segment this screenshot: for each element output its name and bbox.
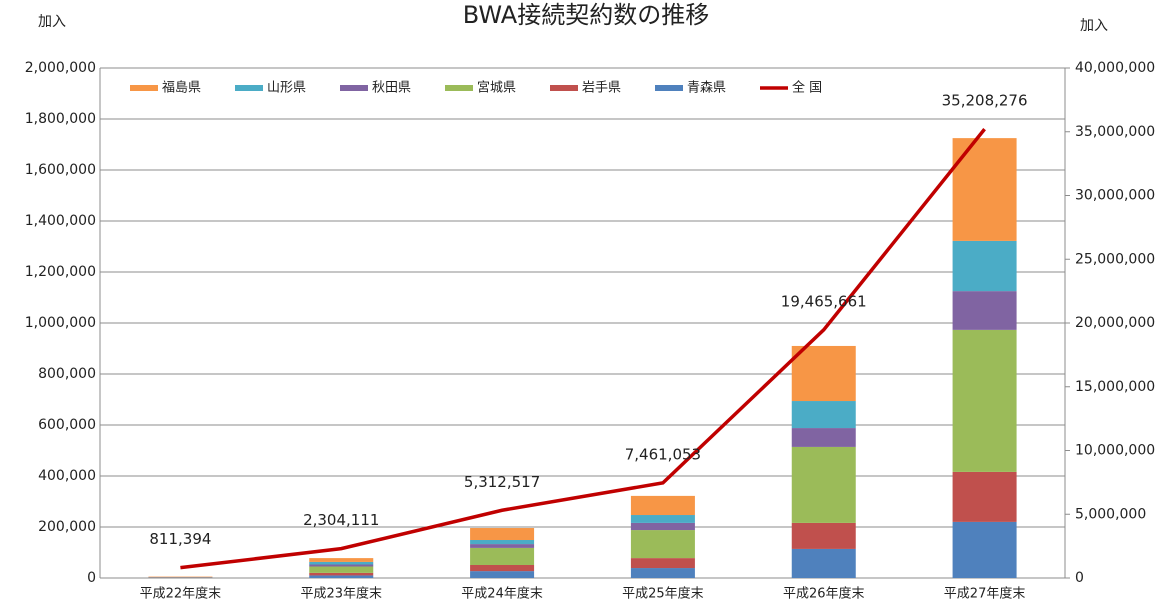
x-tick-label: 平成26年度末: [783, 586, 865, 602]
legend-swatch: [130, 85, 158, 91]
bar-segment: [630, 568, 695, 578]
data-label: 2,304,111: [303, 511, 379, 529]
data-label: 35,208,276: [942, 92, 1028, 110]
legend-label: 青森県: [687, 81, 726, 96]
bar-segment: [791, 428, 856, 447]
y-tick-label: 1,800,000: [25, 111, 96, 127]
bar-segment: [630, 522, 695, 531]
y2-tick-label: 15,000,000: [1075, 379, 1155, 395]
bar-segment: [791, 446, 856, 523]
y-tick-label: 800,000: [38, 366, 96, 382]
line-series: [180, 128, 986, 570]
bar-segment: [309, 561, 374, 565]
y2-tick-label: 0: [1075, 570, 1084, 586]
bar-segment: [470, 547, 535, 565]
y2-axis-label: 加入: [1080, 18, 1108, 34]
bar-segment: [952, 240, 1017, 292]
legend-label: 全 国: [792, 80, 822, 96]
y-tick-label: 1,000,000: [25, 315, 96, 331]
bar-segment: [470, 544, 535, 548]
bar-segment: [309, 575, 374, 578]
y2-tick-label: 5,000,000: [1075, 506, 1146, 522]
y2-tick-label: 25,000,000: [1075, 251, 1155, 267]
y-tick-label: 400,000: [38, 468, 96, 484]
y-tick-label: 2,000,000: [25, 60, 96, 76]
bar-segment: [630, 558, 695, 569]
bar-segment: [952, 329, 1017, 472]
x-tick-label: 平成27年度末: [944, 586, 1026, 602]
y-tick-label: 0: [87, 570, 96, 586]
legend-label: 福島県: [162, 81, 201, 96]
bar-segment: [309, 564, 374, 567]
data-label: 19,465,661: [781, 292, 867, 310]
y2-tick-label: 10,000,000: [1075, 443, 1155, 459]
y-tick-label: 600,000: [38, 417, 96, 433]
y2-tick-label: 20,000,000: [1075, 315, 1155, 331]
legend-swatch: [340, 85, 368, 91]
bar-segment: [309, 566, 374, 573]
bar-segment: [309, 572, 374, 576]
legend-label: 秋田県: [372, 81, 411, 96]
bar-segment: [630, 530, 695, 559]
y2-tick-label: 40,000,000: [1075, 60, 1155, 76]
data-label: 5,312,517: [464, 473, 540, 491]
bar-segment: [470, 571, 535, 578]
x-tick-label: 平成23年度末: [300, 586, 382, 602]
bar-segment: [630, 515, 695, 523]
legend-swatch: [235, 85, 263, 91]
legend-label: 山形県: [267, 81, 306, 96]
data-label: 7,461,053: [625, 445, 701, 463]
legend-label: 宮城県: [477, 80, 516, 96]
y-tick-label: 1,400,000: [25, 213, 96, 229]
bar-segment: [952, 521, 1017, 578]
x-tick-label: 平成22年度末: [140, 586, 222, 602]
legend-swatch: [445, 85, 473, 91]
bar-segment: [952, 471, 1017, 522]
y-axis-label: 加入: [38, 14, 66, 30]
bar-segment: [952, 291, 1017, 330]
bar-segment: [309, 558, 374, 562]
bar-segment: [470, 540, 535, 545]
bar-segment: [952, 138, 1017, 241]
y-tick-label: 200,000: [38, 519, 96, 535]
bar-segment: [630, 495, 695, 516]
y-tick-label: 1,600,000: [25, 162, 96, 178]
data-label: 811,394: [149, 530, 211, 548]
x-tick-label: 平成25年度末: [622, 586, 704, 602]
bar-segment: [791, 548, 856, 578]
bar-segment: [791, 401, 856, 429]
bar-segment: [791, 522, 856, 549]
legend-swatch: [550, 85, 578, 91]
legend-swatch: [655, 85, 683, 91]
y2-tick-label: 35,000,000: [1075, 124, 1155, 140]
y-tick-label: 1,200,000: [25, 264, 96, 280]
legend-label: 岩手県: [582, 81, 621, 96]
bar-segment: [791, 345, 856, 402]
chart-title: BWA接続契約数の推移: [463, 1, 709, 29]
y2-tick-label: 30,000,000: [1075, 188, 1155, 204]
x-tick-label: 平成24年度末: [461, 586, 543, 602]
bar-segment: [470, 528, 535, 541]
bar-segment: [470, 564, 535, 572]
